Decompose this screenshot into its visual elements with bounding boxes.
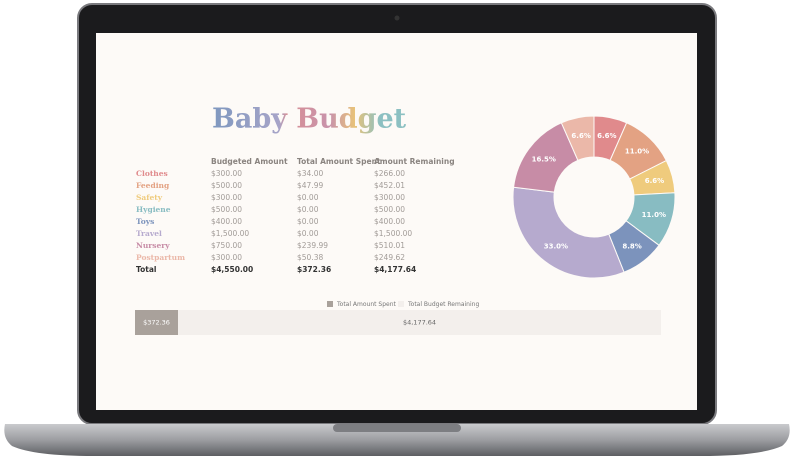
slice-label: 8.8% (622, 243, 641, 251)
cell: $0.00 (297, 229, 319, 238)
cell: $50.38 (297, 253, 323, 262)
legend-swatch (327, 301, 333, 307)
slice-label: 16.5% (532, 156, 556, 164)
cell: $372.36 (297, 265, 331, 274)
legend-label: Total Budget Remaining (407, 301, 479, 308)
legend-label: Total Amount Spent (336, 301, 397, 308)
cell: $0.00 (297, 193, 319, 202)
cell: $510.01 (374, 241, 405, 250)
budget-table: Budgeted Amount Total Amount SpentAmount … (136, 157, 455, 274)
cell: $239.99 (297, 241, 328, 250)
cell: $400.00 (211, 217, 242, 226)
screen (96, 33, 697, 410)
progress-label: $372.36 (143, 319, 170, 327)
cell: $266.00 (374, 169, 405, 178)
row-label: Postpartum (136, 253, 185, 262)
camera (394, 15, 400, 21)
cell: $500.00 (374, 205, 405, 214)
progress-label: $4,177.64 (403, 319, 436, 327)
row-label: Toys (136, 217, 154, 226)
cell: $300.00 (211, 253, 242, 262)
cell: $47.99 (297, 181, 323, 190)
cell: $300.00 (374, 193, 405, 202)
cell: $400.00 (374, 217, 405, 226)
cell: $0.00 (297, 217, 319, 226)
cell: $0.00 (297, 205, 319, 214)
cell: $1,500.00 (374, 229, 412, 238)
row-label: Hygiene (136, 205, 171, 214)
slice-label: 11.0% (642, 211, 666, 219)
cell: $249.62 (374, 253, 405, 262)
cell: $4,550.00 (211, 265, 253, 274)
row-label: Travel (136, 229, 162, 238)
laptop-base (4, 424, 790, 456)
slice-label: 6.6% (571, 132, 590, 140)
column-header: Budgeted Amount (211, 157, 288, 166)
row-label: Safety (136, 193, 163, 202)
cell: $34.00 (297, 169, 323, 178)
slice-label: 6.6% (645, 177, 664, 185)
slice-label: 6.6% (597, 132, 616, 140)
title: Baby Budget (212, 104, 407, 135)
progress-segment (135, 310, 179, 335)
row-label: Nursery (136, 241, 170, 250)
row-label: Total (136, 265, 157, 274)
cell: $4,177.64 (374, 265, 416, 274)
cell: $300.00 (211, 169, 242, 178)
column-header: Amount Remaining (374, 157, 455, 166)
progress-bar: Total Amount Spent Total Budget Remaining… (135, 301, 661, 335)
slice-label: 33.0% (544, 243, 568, 251)
row-label: Clothes (136, 169, 168, 178)
donut-slice (560, 115, 595, 162)
progress-segment (178, 310, 661, 335)
cell: $750.00 (211, 241, 242, 250)
row-label: Feeding (136, 181, 170, 190)
cell: $452.01 (374, 181, 405, 190)
cell: $500.00 (211, 205, 242, 214)
legend-swatch (398, 301, 404, 307)
donut-slice (512, 186, 625, 279)
notch (333, 424, 461, 432)
cell: $300.00 (211, 193, 242, 202)
cell: $500.00 (211, 181, 242, 190)
slice-label: 11.0% (625, 148, 649, 156)
column-header: Total Amount Spent (297, 157, 381, 166)
donut-chart: 6.6% 11.0% 6.6% 11.0% 8.8% 33.0% 16.5% 6.6% (512, 115, 676, 279)
cell: $1,500.00 (211, 229, 249, 238)
